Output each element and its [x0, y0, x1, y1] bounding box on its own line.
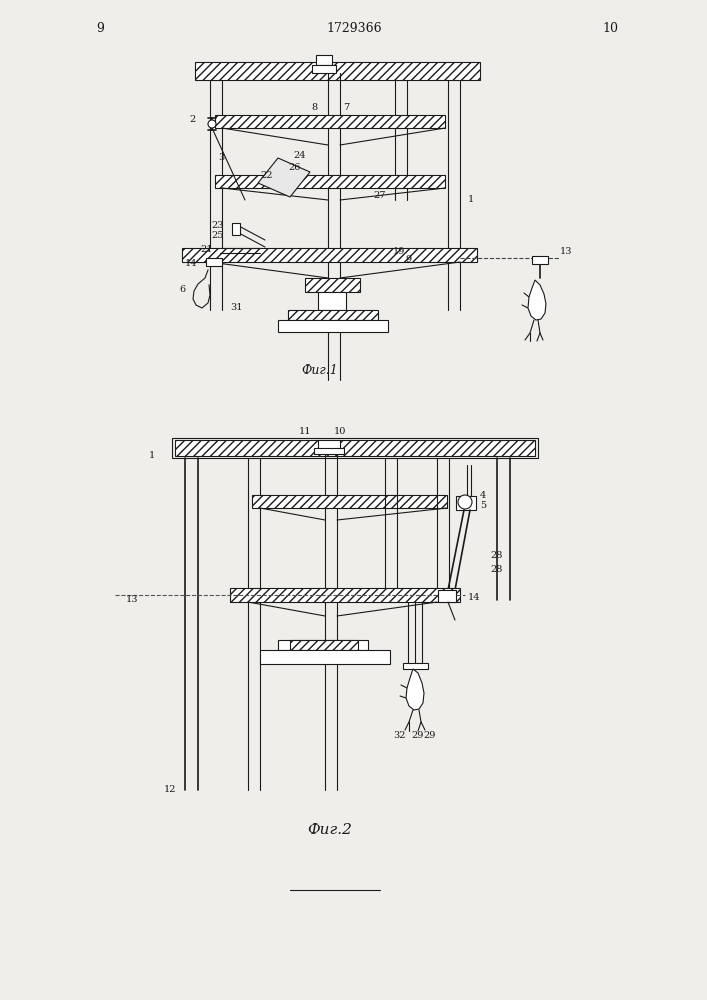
Bar: [532, 256, 548, 264]
Bar: [316, 55, 332, 65]
Bar: [230, 588, 460, 602]
Bar: [215, 115, 445, 128]
Text: 26: 26: [288, 163, 300, 172]
Bar: [314, 448, 344, 454]
Text: 25: 25: [211, 231, 224, 239]
Text: 10: 10: [602, 21, 618, 34]
Text: 29: 29: [411, 730, 424, 740]
Polygon shape: [406, 669, 424, 710]
Text: 11: 11: [299, 428, 311, 436]
Text: 4: 4: [480, 490, 486, 499]
Text: 1: 1: [468, 196, 474, 205]
Circle shape: [208, 120, 216, 128]
Text: 13: 13: [126, 595, 138, 604]
Text: 32: 32: [394, 730, 407, 740]
Bar: [305, 278, 360, 292]
Polygon shape: [528, 280, 546, 320]
Text: 19: 19: [393, 247, 405, 256]
Text: 12: 12: [164, 786, 176, 794]
Bar: [215, 175, 445, 188]
Bar: [232, 223, 240, 235]
Polygon shape: [258, 158, 310, 197]
Bar: [456, 496, 476, 510]
Bar: [318, 292, 346, 310]
Bar: [195, 62, 480, 80]
Bar: [403, 663, 428, 669]
Bar: [288, 310, 378, 320]
Bar: [175, 440, 535, 456]
Text: Фиг.1: Фиг.1: [302, 363, 339, 376]
Text: Фиг.2: Фиг.2: [308, 823, 352, 837]
Text: 1729366: 1729366: [326, 21, 382, 34]
Text: 3: 3: [218, 153, 224, 162]
Bar: [312, 65, 336, 73]
Circle shape: [458, 495, 472, 509]
Text: 24: 24: [293, 150, 305, 159]
Text: 29: 29: [423, 730, 436, 740]
Text: 14: 14: [185, 258, 197, 267]
Bar: [252, 495, 447, 508]
Bar: [278, 320, 388, 332]
Text: 5: 5: [480, 500, 486, 510]
Bar: [290, 640, 358, 650]
Bar: [260, 650, 390, 664]
Text: 27: 27: [373, 190, 385, 200]
Text: 28: 28: [490, 550, 503, 560]
Bar: [278, 640, 368, 650]
Text: 14: 14: [468, 592, 481, 601]
Text: 7: 7: [343, 104, 349, 112]
Text: 22: 22: [260, 170, 272, 180]
Text: 1: 1: [148, 450, 155, 460]
Bar: [206, 258, 222, 266]
Bar: [182, 248, 477, 262]
Bar: [438, 590, 456, 602]
Text: 23: 23: [211, 221, 224, 230]
Text: 31: 31: [230, 304, 243, 312]
Text: 8: 8: [312, 104, 318, 112]
Text: 2: 2: [189, 115, 196, 124]
Text: 21: 21: [201, 245, 213, 254]
Text: 6: 6: [180, 286, 186, 294]
Text: 9: 9: [405, 255, 411, 264]
Text: 10: 10: [334, 428, 346, 436]
Text: 9: 9: [96, 21, 104, 34]
Text: 28: 28: [490, 566, 503, 574]
Bar: [318, 440, 340, 450]
Text: 13: 13: [560, 247, 573, 256]
Bar: [172, 438, 538, 458]
